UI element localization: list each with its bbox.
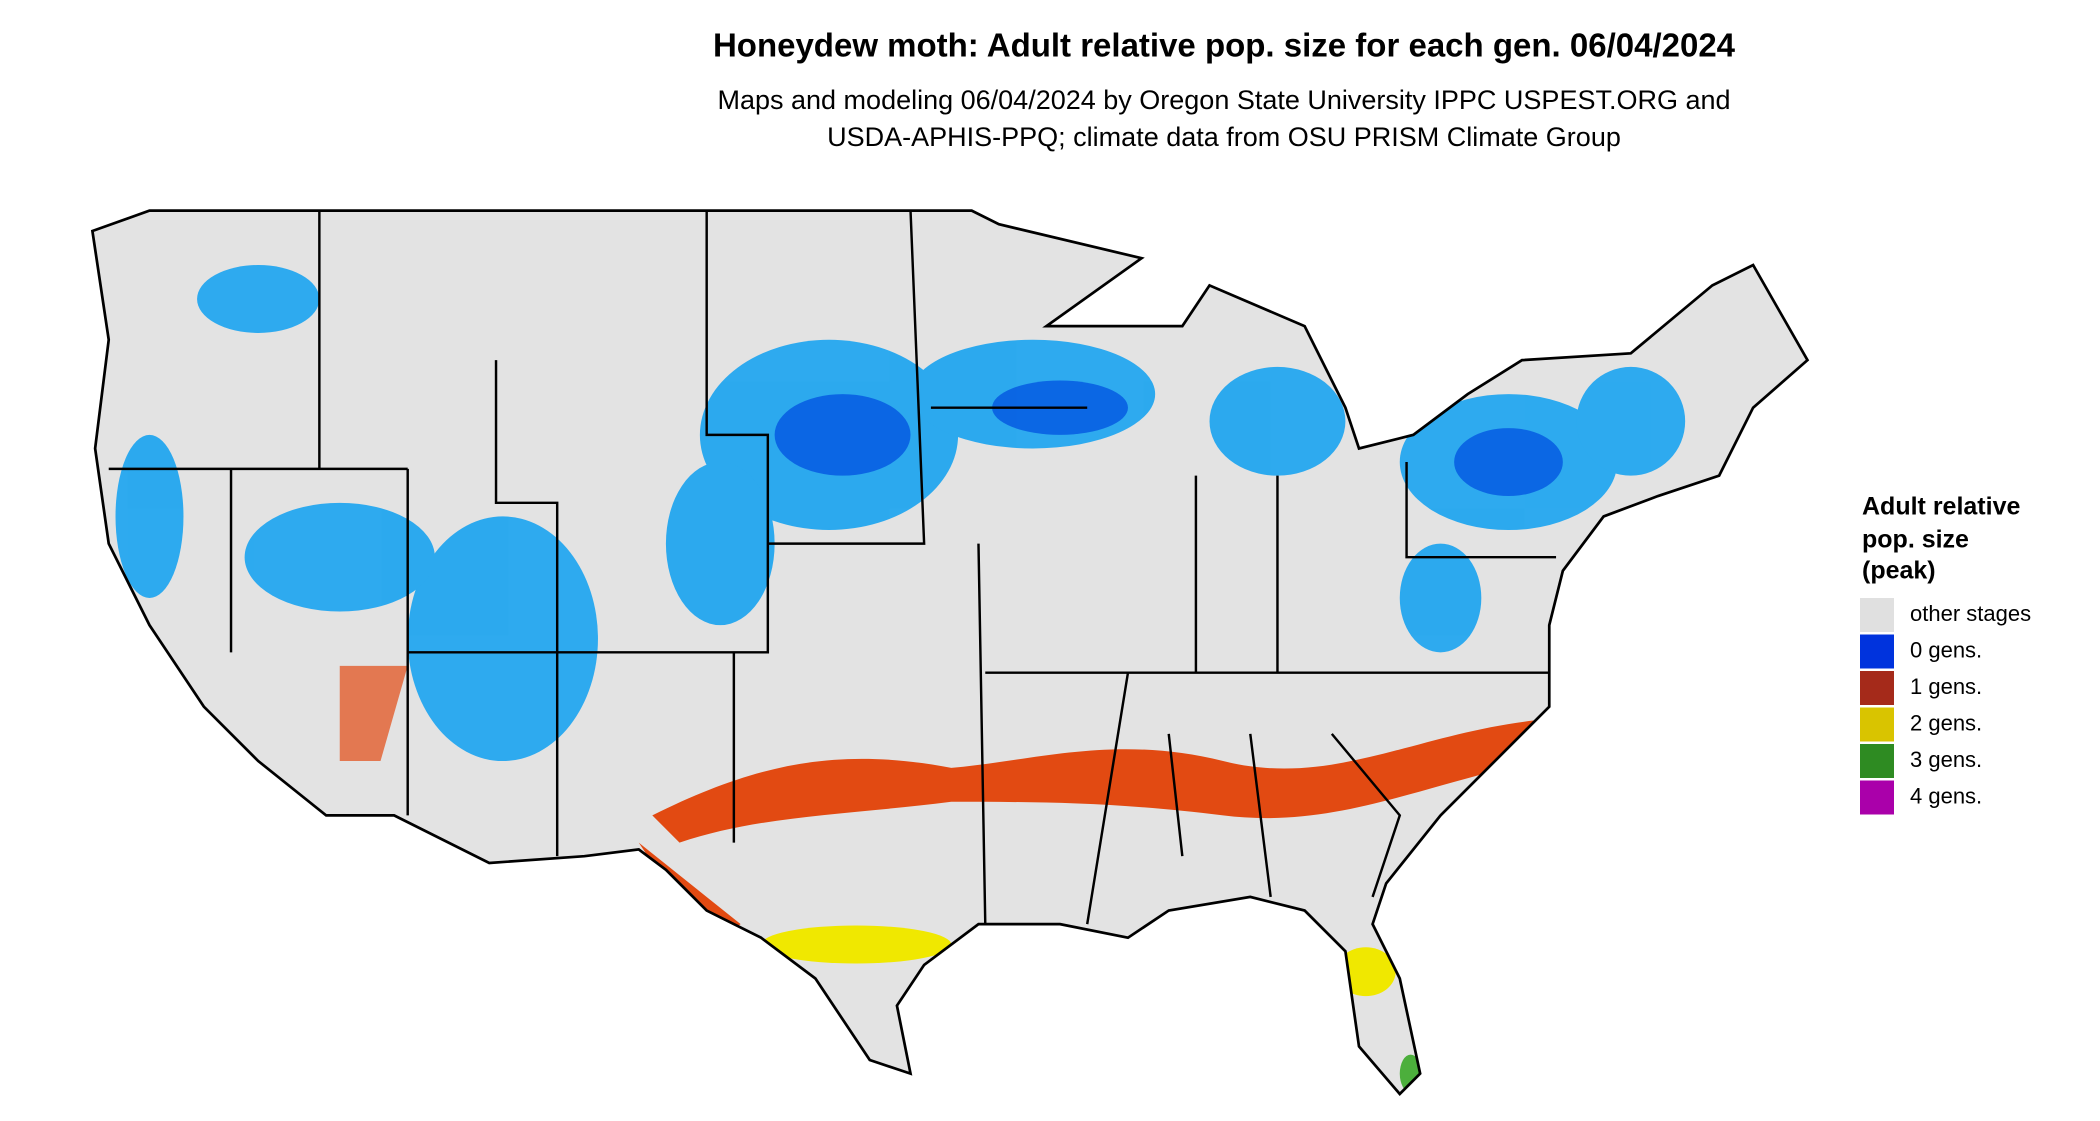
legend-label: other stages — [1910, 601, 2031, 626]
legend-label: 3 gens. — [1910, 747, 1982, 772]
legend-title: Adult relative — [1862, 493, 2020, 521]
region-1-gen — [652, 720, 1536, 843]
model-regions — [115, 265, 1686, 1093]
legend-label: 1 gens. — [1910, 674, 1982, 699]
legend-title: pop. size — [1862, 526, 1969, 554]
legend-title: (peak) — [1862, 557, 1936, 585]
state-borders — [108, 210, 1557, 925]
title: Honeydew moth: Adult relative pop. size … — [713, 27, 1736, 64]
subtitle-line: Maps and modeling 06/04/2024 by Oregon S… — [717, 85, 1730, 115]
legend-label: 2 gens. — [1910, 710, 1982, 735]
legend-swatch — [1860, 780, 1894, 815]
legend-swatch — [1860, 598, 1894, 632]
legend: other stages 0 gens. 1 gens. 2 gens. 3 gens.… — [1860, 598, 2031, 815]
subtitle-line: USDA-APHIS-PPQ; climate data from OSU PR… — [827, 122, 1621, 152]
legend-swatch — [1860, 671, 1894, 705]
legend-swatch — [1860, 634, 1894, 669]
legend-label: 4 gens. — [1910, 783, 1982, 808]
legend-swatch — [1860, 744, 1894, 778]
us-map — [91, 209, 1809, 1096]
legend-label: 0 gens. — [1910, 637, 1982, 662]
legend-swatch — [1860, 707, 1894, 742]
